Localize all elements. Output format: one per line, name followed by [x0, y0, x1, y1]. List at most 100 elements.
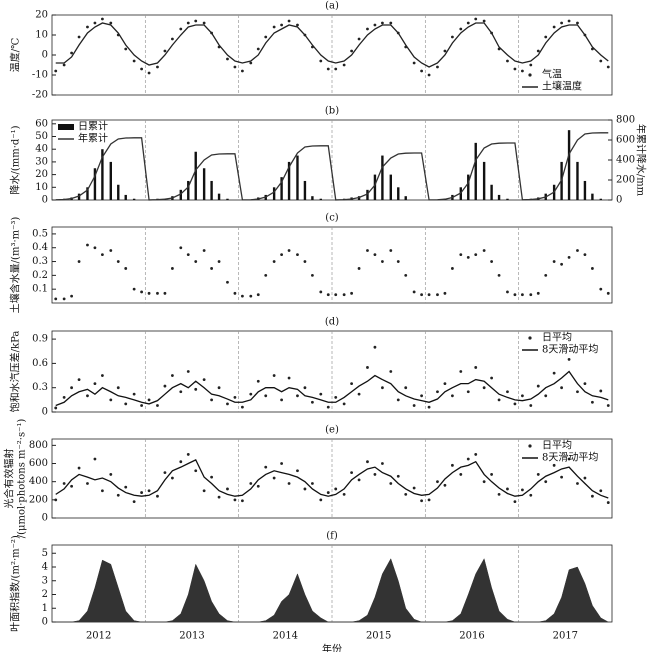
- legend-label: 气温: [542, 68, 562, 81]
- panel-title: (a): [325, 1, 339, 12]
- data-dot: [389, 21, 393, 25]
- y-tick-label: 0: [42, 50, 48, 61]
- y-tick-label: -10: [32, 70, 48, 81]
- y-tick-label: 3: [42, 575, 48, 586]
- legend-label: 日累计: [78, 120, 108, 133]
- data-dot: [436, 390, 439, 394]
- data-dot: [77, 466, 81, 470]
- data-dot: [490, 260, 493, 263]
- data-dot: [319, 498, 323, 502]
- legend-label: 日平均: [542, 440, 572, 452]
- data-dot: [576, 21, 579, 25]
- data-dot: [474, 253, 478, 257]
- data-dot: [583, 253, 587, 257]
- data-dot: [599, 287, 603, 291]
- data-dot: [427, 293, 431, 297]
- data-dot: [109, 473, 113, 476]
- data-dot: [179, 27, 183, 31]
- data-dot: [474, 366, 478, 369]
- data-dot: [497, 398, 501, 402]
- y2-tick-label: 200: [616, 175, 635, 186]
- data-dot: [319, 290, 323, 294]
- data-dot: [319, 392, 323, 396]
- data-dot: [381, 260, 384, 263]
- data-dot: [140, 67, 144, 71]
- data-dot: [443, 382, 447, 386]
- data-dot: [171, 37, 174, 41]
- data-dot: [311, 482, 314, 485]
- data-dot: [140, 290, 144, 294]
- data-dot: [54, 69, 58, 73]
- data-dot: [256, 293, 260, 297]
- panel-title: (b): [325, 106, 339, 117]
- legend-label: 年累计: [78, 132, 108, 145]
- bar: [187, 180, 190, 200]
- bar: [567, 130, 571, 200]
- data-dot: [373, 473, 377, 476]
- x-tick-label: 2012: [86, 631, 111, 642]
- data-dot: [70, 294, 73, 298]
- data-dot: [109, 398, 113, 402]
- data-dot: [482, 386, 486, 390]
- data-dot: [116, 493, 120, 497]
- data-dot: [280, 253, 283, 257]
- data-dot: [132, 392, 136, 396]
- line: [55, 22, 609, 68]
- bar: [591, 193, 594, 200]
- data-dot: [86, 482, 89, 485]
- data-dot: [606, 291, 610, 295]
- y-axis-label: 光合有效辐射: [3, 449, 16, 509]
- data-dot: [194, 260, 198, 263]
- data-dot: [163, 384, 167, 388]
- bar: [226, 198, 229, 200]
- data-dot: [287, 376, 291, 380]
- data-dot: [233, 498, 237, 502]
- y-tick-label: 60: [35, 118, 48, 129]
- data-dot: [552, 463, 556, 467]
- data-dot: [459, 27, 463, 31]
- data-dot: [529, 293, 533, 297]
- data-dot: [451, 35, 454, 39]
- line: [55, 132, 609, 201]
- data-dot: [560, 262, 563, 266]
- data-dot: [319, 59, 323, 63]
- y-tick-label: 20: [35, 10, 48, 21]
- bar: [583, 180, 587, 200]
- data-dot: [109, 21, 113, 25]
- data-dot: [591, 267, 594, 270]
- data-dot: [513, 293, 517, 297]
- data-dot: [186, 453, 190, 456]
- data-dot: [521, 293, 524, 297]
- y-tick-label: 0: [42, 407, 48, 418]
- data-dot: [256, 484, 260, 488]
- data-dot: [420, 394, 423, 398]
- data-dot: [451, 394, 454, 398]
- data-dot: [179, 460, 183, 464]
- y-tick-label: 0.3: [32, 256, 48, 267]
- data-dot: [124, 267, 128, 270]
- data-dot: [357, 267, 361, 270]
- data-dot: [466, 21, 470, 25]
- y-tick-label: 30: [35, 156, 48, 167]
- data-dot: [70, 484, 73, 488]
- legend-label: 8天滑动平均: [542, 344, 598, 356]
- data-dot: [241, 499, 244, 503]
- data-dot: [163, 291, 167, 295]
- data-dot: [241, 294, 244, 298]
- bar: [599, 198, 602, 200]
- data-dot: [287, 19, 291, 23]
- panel-title: (f): [326, 531, 338, 542]
- data-dot: [156, 404, 159, 407]
- data-dot: [513, 500, 517, 504]
- data-dot: [54, 406, 58, 410]
- data-dot: [350, 291, 353, 295]
- data-dot: [226, 402, 229, 406]
- data-dot: [109, 249, 113, 252]
- data-dot: [202, 249, 206, 252]
- data-dot: [233, 65, 237, 69]
- data-dot: [70, 51, 73, 55]
- data-dot: [62, 482, 66, 485]
- data-dot: [186, 21, 190, 25]
- data-dot: [521, 394, 524, 398]
- data-dot: [536, 49, 540, 53]
